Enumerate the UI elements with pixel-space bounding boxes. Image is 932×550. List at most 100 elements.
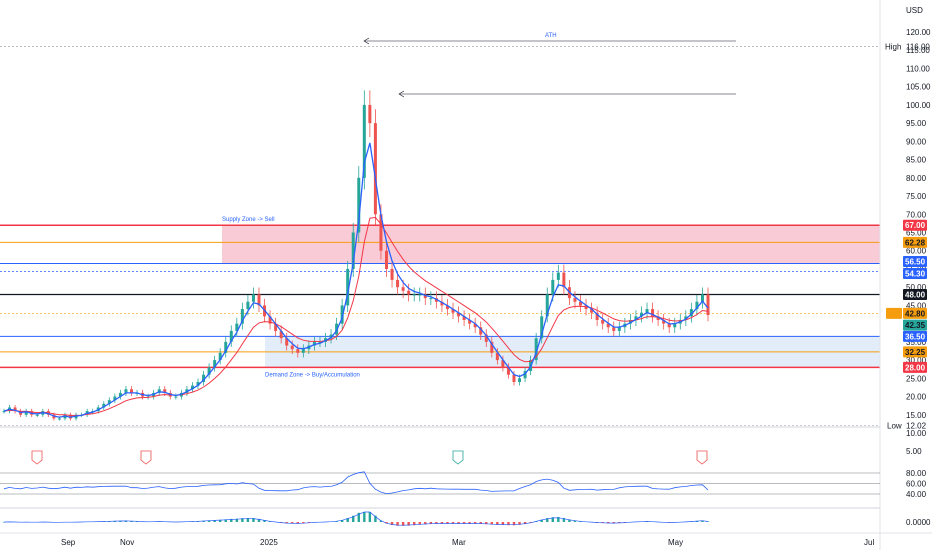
candle-body-82: [457, 312, 461, 317]
level-badge-bg-2: [903, 255, 927, 267]
candle-body-6: [35, 414, 39, 416]
high-label: High: [885, 43, 901, 52]
macd-bar-102: [568, 519, 571, 522]
earnings-marker-3: [696, 450, 708, 465]
price-tick-15: 45.00: [906, 301, 927, 310]
level-badge-8: 32.25: [905, 348, 926, 357]
candle-body-83: [462, 316, 466, 320]
macd-bar-87: [485, 522, 488, 525]
candle-body-72: [401, 287, 405, 291]
candle-body-4: [24, 411, 28, 415]
candle-body-37: [207, 367, 211, 375]
level-badge-bg-4: [903, 288, 927, 300]
candle-body-111: [617, 327, 621, 331]
candle-body-101: [562, 272, 566, 288]
price-tick-14: 50.00: [906, 283, 927, 292]
time-tick-0: Sep: [61, 538, 76, 547]
macd-bar-72: [401, 522, 405, 526]
price-tick-6: 90.00: [906, 137, 927, 146]
candle-body-35: [196, 381, 200, 386]
time-tick-1: Nov: [120, 538, 134, 547]
macd-bar-38: [213, 520, 216, 522]
candle-body-115: [639, 312, 643, 317]
macd-bar-70: [390, 522, 394, 526]
candle-body-45: [251, 294, 255, 302]
candle-body-18: [102, 403, 106, 408]
high-value: 116.00: [906, 43, 930, 52]
level-badge-bg-0: [903, 219, 927, 231]
price-tick-0: 120.00: [906, 28, 931, 37]
macd-bar-65: [363, 512, 366, 522]
candle-body-100: [556, 272, 560, 280]
macd-bar-71: [396, 522, 399, 526]
time-tick-2: 2025: [260, 538, 278, 547]
candle-body-85: [473, 323, 477, 328]
macd-bar-98: [546, 518, 549, 522]
level-badge-bg-7: [903, 330, 927, 342]
ath-label: ATH: [545, 33, 557, 39]
candle-body-36: [202, 374, 206, 382]
candle-body-34: [190, 385, 194, 390]
candle-body-86: [479, 327, 483, 335]
time-axis[interactable]: Sep Nov 2025 Mar May Jul: [61, 538, 874, 547]
level-badge-1: 62.28: [905, 238, 926, 247]
candle-body-52: [290, 345, 294, 350]
level-badge-2: 56.50: [905, 257, 926, 266]
macd-bar-99: [551, 517, 554, 522]
candle-body-48: [268, 316, 272, 324]
macd-bar-39: [218, 519, 222, 522]
macd-bar-63: [352, 515, 355, 522]
time-tick-4: May: [668, 538, 683, 547]
candle-body-65: [362, 104, 366, 178]
macd-bar-94: [523, 522, 527, 524]
macd-bar-77: [429, 522, 433, 525]
macd-bar-43: [241, 518, 244, 522]
ema-fast-line: [3, 142, 709, 418]
macd-bar-100: [557, 516, 560, 522]
rsi-tick-1: 60.00: [906, 480, 927, 489]
candle-body-116: [645, 309, 649, 313]
price-tick-17: 35.00: [906, 338, 927, 347]
candle-body-29: [163, 389, 167, 393]
macd-bar-81: [451, 522, 455, 524]
candle-body-64: [357, 177, 361, 233]
candle-body-73: [407, 290, 411, 295]
candle-body-105: [584, 305, 588, 310]
candle-body-91: [506, 367, 510, 375]
level-badge-3: 54.30: [905, 270, 926, 279]
earnings-marker-0: [31, 450, 43, 465]
candle-body-77: [429, 298, 433, 300]
price-tick-3: 105.00: [906, 83, 931, 92]
macd-bar-66: [368, 512, 372, 522]
macd-bar-68: [379, 520, 383, 522]
candle-body-10: [57, 418, 61, 420]
macd-bar-109: [607, 522, 610, 524]
macd-bar-73: [407, 522, 410, 526]
candles: [2, 90, 710, 421]
candle-body-121: [673, 323, 677, 328]
price-tick-2: 110.00: [906, 64, 930, 73]
candle-body-125: [695, 301, 699, 310]
macd-bar-76: [424, 522, 427, 525]
supply-zone: [222, 225, 880, 264]
price-tick-11: 65.00: [906, 229, 927, 238]
candle-body-31: [174, 396, 178, 398]
candle-body-84: [468, 319, 472, 324]
price-tick-9: 75.00: [906, 192, 927, 201]
earnings-markers: [31, 450, 708, 465]
macd-bar-126: [701, 520, 704, 522]
low-label: Low: [887, 422, 902, 431]
candle-body-97: [540, 316, 544, 339]
macd-bar-51: [285, 522, 288, 524]
macd-bar-42: [235, 518, 239, 522]
candle-body-106: [590, 309, 594, 313]
candle-body-123: [684, 316, 688, 320]
candle-body-53: [296, 349, 300, 353]
macd-tick-0: 0.0000: [906, 518, 931, 527]
price-tick-8: 80.00: [906, 174, 927, 183]
candle-body-22: [124, 389, 128, 393]
level-badges: 67.00 62.28 56.50 54.30 48.00 42.80 42.35 36.50…: [885, 43, 930, 431]
price-axis[interactable]: 120.00 115.00 110.00 105.00 100.00 95.00 90.00…: [906, 28, 931, 438]
level-badge-bg-9: [903, 361, 927, 373]
